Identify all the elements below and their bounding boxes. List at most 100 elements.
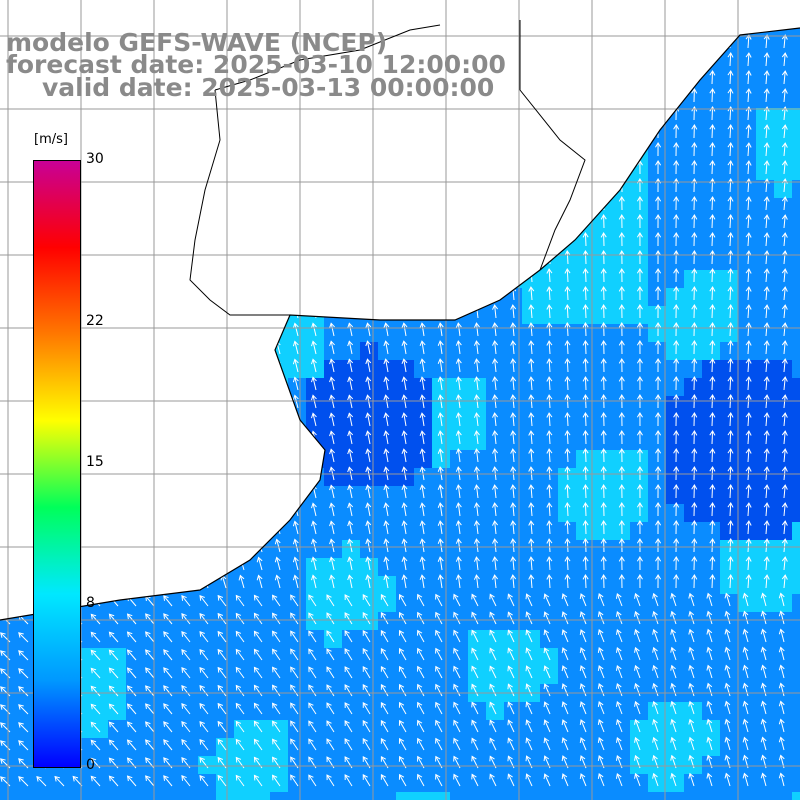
wind-cell xyxy=(576,792,594,800)
wind-cell xyxy=(738,180,756,198)
wind-arrow xyxy=(582,376,589,391)
wind-cell xyxy=(486,504,504,522)
wind-cell xyxy=(522,522,540,540)
wind-cell xyxy=(0,738,18,756)
wind-cell xyxy=(684,414,702,432)
wind-cell xyxy=(594,234,612,252)
wind-cell xyxy=(792,126,800,144)
wind-cell xyxy=(594,288,612,306)
wind-arrow xyxy=(473,376,480,391)
wind-cell xyxy=(0,774,18,792)
wind-cell xyxy=(540,522,558,540)
wind-cell xyxy=(450,450,468,468)
wind-cell xyxy=(18,720,36,738)
wind-arrow xyxy=(745,214,752,229)
wind-cell xyxy=(90,612,108,630)
wind-arrow xyxy=(347,376,354,391)
wind-cell xyxy=(558,360,576,378)
wind-arrow xyxy=(745,160,752,175)
wind-arrow xyxy=(419,394,426,409)
wind-arrow xyxy=(763,394,770,409)
wind-cell xyxy=(468,450,486,468)
wind-arrow xyxy=(709,70,716,85)
wind-arrow xyxy=(564,358,571,373)
wind-cell xyxy=(540,450,558,468)
wind-cell xyxy=(720,54,738,72)
wind-cell xyxy=(738,306,756,324)
wind-arrow xyxy=(727,250,734,265)
wind-cell xyxy=(630,234,648,252)
wind-cell xyxy=(774,252,792,270)
wind-cell xyxy=(648,792,666,800)
wind-cell xyxy=(0,702,18,720)
wind-cell xyxy=(684,522,702,540)
wind-cell xyxy=(342,648,360,666)
wind-cell xyxy=(450,702,468,720)
wind-arrow xyxy=(383,430,390,445)
wind-cell xyxy=(774,270,792,288)
wind-cell xyxy=(558,378,576,396)
wind-cell xyxy=(126,630,144,648)
wind-arrow xyxy=(600,250,607,265)
wind-cell xyxy=(450,342,468,360)
wind-cell xyxy=(90,666,108,684)
wind-cell xyxy=(342,702,360,720)
wind-arrow xyxy=(709,304,716,319)
wind-cell xyxy=(468,414,486,432)
wind-arrow xyxy=(763,214,770,229)
wind-cell xyxy=(720,72,738,90)
wind-cell xyxy=(450,630,468,648)
wind-cell xyxy=(432,738,450,756)
wind-arrow xyxy=(655,394,662,409)
wind-arrow xyxy=(763,484,770,499)
wind-cell xyxy=(360,594,378,612)
wind-arrow xyxy=(655,268,662,283)
wind-arrow xyxy=(673,268,680,283)
wind-arrow xyxy=(655,412,662,427)
wind-cell xyxy=(756,558,774,576)
wind-arrow xyxy=(673,340,680,355)
wind-cell xyxy=(666,450,684,468)
wind-cell xyxy=(108,702,126,720)
wind-arrow xyxy=(745,250,752,265)
wind-arrow xyxy=(546,268,553,283)
wind-arrow xyxy=(691,124,698,139)
wind-arrow xyxy=(745,34,752,49)
wind-arrow xyxy=(745,268,752,283)
wind-cell xyxy=(684,288,702,306)
wind-arrow xyxy=(691,358,698,373)
wind-cell xyxy=(756,342,774,360)
wind-arrow xyxy=(781,304,788,319)
wind-cell xyxy=(432,630,450,648)
wind-arrow xyxy=(636,358,643,373)
wind-arrow xyxy=(510,340,517,355)
wind-cell xyxy=(720,162,738,180)
wind-cell xyxy=(738,54,756,72)
wind-arrow xyxy=(763,196,770,211)
wind-cell xyxy=(792,504,800,522)
wind-cell xyxy=(432,792,450,800)
wind-cell xyxy=(144,774,162,792)
wind-cell xyxy=(756,504,774,522)
wind-cell xyxy=(324,720,342,738)
wind-cell xyxy=(630,540,648,558)
wind-arrow xyxy=(600,376,607,391)
wind-cell xyxy=(594,270,612,288)
wind-arrow xyxy=(781,70,788,85)
wind-cell xyxy=(702,90,720,108)
wind-cell xyxy=(612,504,630,522)
wind-arrow xyxy=(763,52,770,67)
wind-cell xyxy=(324,756,342,774)
wind-arrow xyxy=(528,394,535,409)
wind-cell xyxy=(594,558,612,576)
wind-arrow xyxy=(528,322,535,337)
wind-cell xyxy=(432,594,450,612)
wind-cell xyxy=(738,36,756,54)
wind-cell xyxy=(684,324,702,342)
wind-arrow xyxy=(401,376,408,391)
wind-cell xyxy=(576,486,594,504)
wind-cell xyxy=(630,396,648,414)
wind-arrow xyxy=(528,340,535,355)
wind-arrow xyxy=(781,340,788,355)
wind-arrow xyxy=(709,322,716,337)
